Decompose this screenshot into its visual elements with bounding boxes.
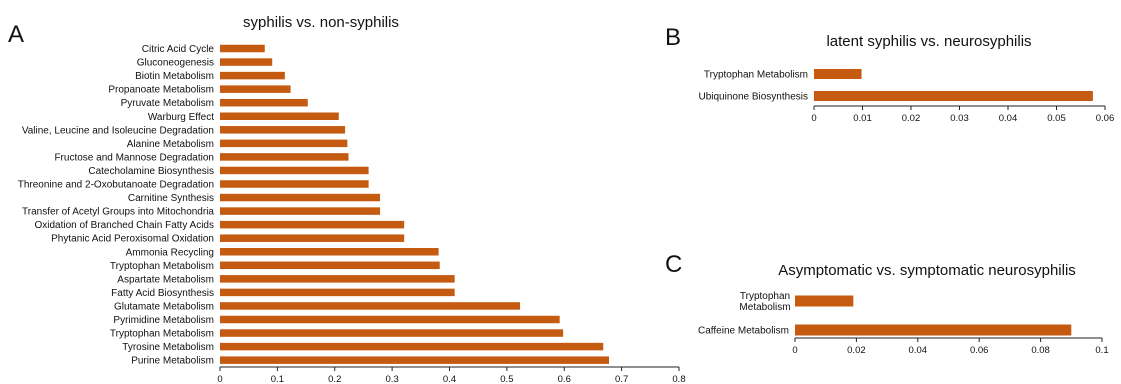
- panel-a-chart: A syphilis vs. non-syphilis Citric Acid …: [8, 14, 686, 384]
- a-category-label-2: Biotin Metabolism: [135, 71, 214, 82]
- b-bar-0: [814, 69, 862, 79]
- a-bar-14: [220, 234, 405, 242]
- c-x-tick-label-0: 0: [792, 345, 797, 356]
- a-x-tick-label-5: 0.5: [500, 374, 513, 384]
- a-bar-16: [220, 261, 440, 270]
- a-bar-1: [220, 58, 273, 66]
- a-category-label-5: Warburg Effect: [148, 112, 214, 123]
- a-bar-7: [220, 139, 348, 148]
- c-bar-1: [795, 324, 1072, 336]
- c-category-label-1: Caffeine Metabolism: [698, 326, 789, 337]
- b-category-label-0: Tryptophan Metabolism: [704, 70, 808, 81]
- a-bar-5: [220, 112, 339, 120]
- a-category-label-3: Propanoate Metabolism: [108, 85, 214, 96]
- a-bar-23: [220, 356, 610, 364]
- b-x-tick-label-6: 0.06: [1096, 113, 1115, 124]
- a-x-tick-label-7: 0.7: [615, 374, 628, 384]
- a-x-tick-label-6: 0.6: [558, 374, 571, 384]
- c-x-tick-label-2: 0.04: [909, 345, 928, 356]
- a-category-label-23: Purine Metabolism: [131, 356, 214, 367]
- panel-a-title: syphilis vs. non-syphilis: [243, 14, 399, 31]
- b-x-tick-label-1: 0.01: [853, 113, 872, 124]
- a-category-label-0: Citric Acid Cycle: [142, 44, 215, 55]
- b-x-tick-label-5: 0.05: [1047, 113, 1066, 124]
- a-bar-2: [220, 71, 285, 80]
- c-x-tick-label-5: 0.1: [1095, 345, 1108, 356]
- panel-a-letter: A: [8, 21, 24, 48]
- panel-b-chart: B latent syphilis vs. neurosyphilis Tryp…: [665, 24, 1114, 124]
- a-x-tick-label-0: 0: [217, 374, 222, 384]
- a-bar-19: [220, 302, 521, 310]
- a-bar-22: [220, 342, 604, 351]
- panel-b-title: latent syphilis vs. neurosyphilis: [826, 33, 1031, 50]
- a-bar-10: [220, 180, 369, 188]
- a-bar-13: [220, 220, 405, 229]
- a-bar-11: [220, 193, 381, 202]
- c-bar-0: [795, 295, 854, 307]
- a-bar-3: [220, 85, 291, 93]
- a-bar-4: [220, 98, 308, 107]
- a-x-tick-label-4: 0.4: [443, 374, 456, 384]
- b-x-tick-label-2: 0.02: [902, 113, 921, 124]
- a-category-label-17: Aspartate Metabolism: [117, 274, 214, 285]
- c-x-tick-label-1: 0.02: [847, 345, 866, 356]
- a-category-label-6: Valine, Leucine and Isoleucine Degradati…: [22, 125, 214, 136]
- panel-c-letter: C: [665, 251, 682, 278]
- a-bar-6: [220, 126, 346, 134]
- panel-c-chart: C Asymptomatic vs. symptomatic neurosyph…: [665, 251, 1109, 356]
- a-x-tick-label-1: 0.1: [271, 374, 284, 384]
- panel-c-title: Asymptomatic vs. symptomatic neurosyphil…: [778, 262, 1076, 279]
- b-category-label-1: Ubiquinone Biosynthesis: [698, 92, 808, 103]
- a-category-label-1: Gluconeogenesis: [137, 58, 214, 69]
- a-bar-15: [220, 248, 439, 256]
- a-x-tick-label-8: 0.8: [672, 374, 685, 384]
- a-category-label-16: Tryptophan Metabolism: [110, 261, 214, 272]
- a-category-label-8: Fructose and Mannose Degradation: [54, 152, 214, 163]
- a-x-tick-label-3: 0.3: [386, 374, 399, 384]
- a-category-label-21: Tryptophan Metabolism: [110, 329, 214, 340]
- b-x-tick-label-3: 0.03: [950, 113, 969, 124]
- b-x-tick-label-4: 0.04: [999, 113, 1018, 124]
- panel-b-letter: B: [665, 24, 681, 51]
- a-category-label-12: Transfer of Acetyl Groups into Mitochond…: [22, 207, 214, 218]
- a-bar-18: [220, 288, 455, 297]
- a-category-label-15: Ammonia Recycling: [126, 247, 214, 258]
- a-category-label-22: Tyrosine Metabolism: [122, 342, 214, 353]
- a-category-label-20: Pyrimidine Metabolism: [113, 315, 214, 326]
- c-x-tick-label-3: 0.06: [970, 345, 989, 356]
- a-category-label-10: Threonine and 2-Oxobutanoate Degradation: [18, 180, 214, 191]
- a-bar-21: [220, 329, 564, 337]
- a-category-label-9: Catecholamine Biosynthesis: [88, 166, 214, 177]
- a-bar-17: [220, 275, 455, 283]
- a-category-label-7: Alanine Metabolism: [127, 139, 214, 150]
- b-x-tick-label-0: 0: [811, 113, 816, 124]
- a-category-label-13: Oxidation of Branched Chain Fatty Acids: [34, 220, 214, 231]
- a-bar-8: [220, 153, 349, 161]
- c-category-label-0: Tryptophan Metabolism: [739, 291, 790, 313]
- c-x-tick-label-4: 0.08: [1031, 345, 1050, 356]
- a-category-label-14: Phytanic Acid Peroxisomal Oxidation: [51, 234, 214, 245]
- b-bar-1: [814, 91, 1093, 101]
- a-category-label-4: Pyruvate Metabolism: [121, 98, 214, 109]
- a-bar-20: [220, 315, 560, 324]
- a-category-label-11: Carnitine Synthesis: [128, 193, 214, 204]
- a-bar-12: [220, 207, 381, 215]
- a-category-label-18: Fatty Acid Biosynthesis: [111, 288, 214, 299]
- a-bar-0: [220, 44, 265, 53]
- a-category-label-19: Glutamate Metabolism: [114, 301, 214, 312]
- a-x-tick-label-2: 0.2: [328, 374, 341, 384]
- a-bar-9: [220, 166, 369, 175]
